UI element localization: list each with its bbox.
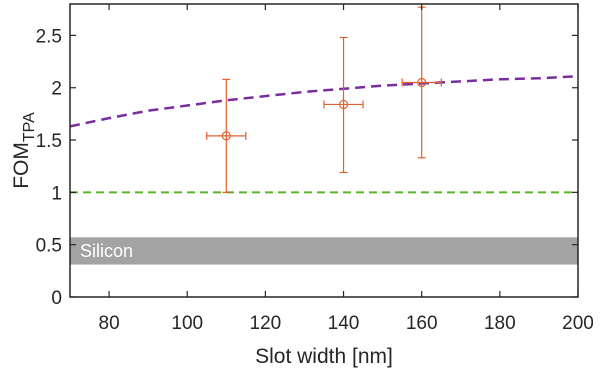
x-tick-label: 100 xyxy=(171,313,203,334)
y-tick-label: 2 xyxy=(51,79,62,100)
y-tick-label: 1.5 xyxy=(36,131,62,152)
line-layer xyxy=(69,74,579,194)
data-point-marker xyxy=(417,77,427,88)
data-point-marker xyxy=(338,99,349,110)
silicon-band-label: Silicon xyxy=(80,241,133,261)
data-point-group xyxy=(401,6,442,159)
y-axis-label-main: FOM xyxy=(10,142,33,189)
axis-ticks: 80 100 120 140 160 180 200 0 0.5 1 1.5 2 2.5 xyxy=(36,4,594,334)
x-tick-label: 80 xyxy=(99,313,120,334)
y-tick-label: 2.5 xyxy=(36,26,62,47)
y-tick-label: 0 xyxy=(51,288,62,309)
x-tick-label: 200 xyxy=(562,313,594,334)
x-tick-label: 160 xyxy=(406,313,438,334)
y-tick-label: 0.5 xyxy=(36,236,62,257)
x-tick-label: 140 xyxy=(328,313,360,334)
y-tick-label: 1 xyxy=(51,183,62,204)
plot-frame xyxy=(69,3,579,298)
y-axis-label-subscript: TPA xyxy=(21,112,38,142)
model-curve xyxy=(69,74,579,128)
x-tick-label: 180 xyxy=(484,313,516,334)
x-tick-label: 120 xyxy=(250,313,282,334)
measurement-points xyxy=(206,6,442,193)
data-point-group xyxy=(206,78,247,193)
x-axis-label: Slot width [nm] xyxy=(255,345,393,368)
y-axis-label: FOMTPA xyxy=(10,112,38,189)
silicon-band xyxy=(70,237,578,265)
data-point-marker xyxy=(221,131,231,141)
silicon-band-rect xyxy=(70,237,578,265)
data-point-group xyxy=(323,36,364,174)
